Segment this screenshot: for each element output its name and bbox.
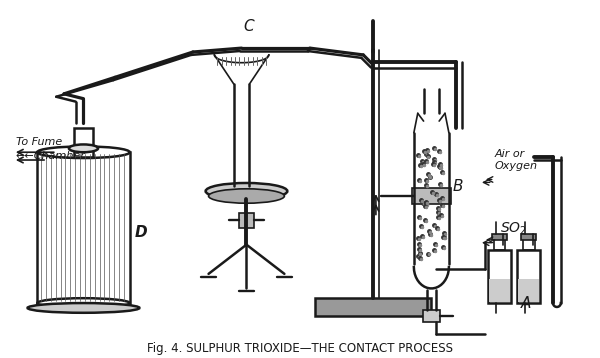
Text: $SO_2$: $SO_2$ — [500, 221, 527, 237]
Bar — [412, 188, 451, 204]
Bar — [492, 234, 507, 240]
Bar — [74, 128, 93, 157]
Bar — [37, 152, 130, 303]
Text: D: D — [134, 226, 147, 240]
Ellipse shape — [28, 303, 139, 313]
Ellipse shape — [37, 298, 130, 308]
Bar — [489, 279, 510, 302]
Text: To Fume: To Fume — [16, 137, 62, 147]
Text: Fig. 4. SULPHUR TRIOXIDE—THE CONTACT PROCESS: Fig. 4. SULPHUR TRIOXIDE—THE CONTACT PRO… — [147, 342, 453, 355]
Text: A: A — [521, 296, 531, 311]
Ellipse shape — [37, 146, 130, 158]
Bar — [488, 250, 511, 303]
Ellipse shape — [206, 183, 287, 199]
Text: C: C — [244, 19, 254, 34]
Bar — [239, 213, 254, 228]
Bar — [314, 298, 431, 316]
Bar — [517, 250, 541, 303]
Bar — [521, 234, 536, 240]
Bar — [494, 238, 505, 250]
Bar — [422, 310, 440, 321]
Ellipse shape — [69, 144, 98, 152]
Bar — [523, 238, 535, 250]
Text: B: B — [453, 179, 463, 194]
Ellipse shape — [209, 189, 284, 203]
Bar — [518, 279, 539, 302]
Text: ←←Chamber: ←←Chamber — [16, 151, 86, 161]
Text: Air or
Oxygen: Air or Oxygen — [494, 149, 538, 171]
